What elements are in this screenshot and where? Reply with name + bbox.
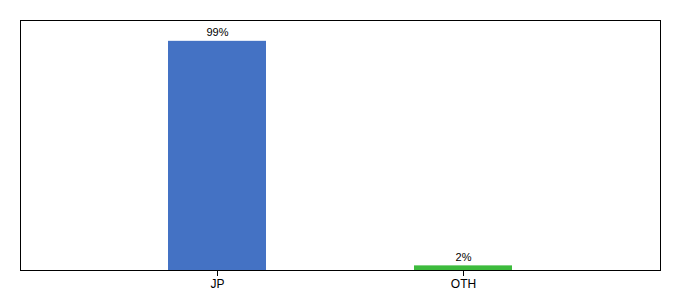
svg-text:OTH: OTH xyxy=(451,277,476,291)
svg-text:99%: 99% xyxy=(206,26,228,38)
svg-text:JP: JP xyxy=(210,277,224,291)
svg-text:2%: 2% xyxy=(456,251,472,263)
